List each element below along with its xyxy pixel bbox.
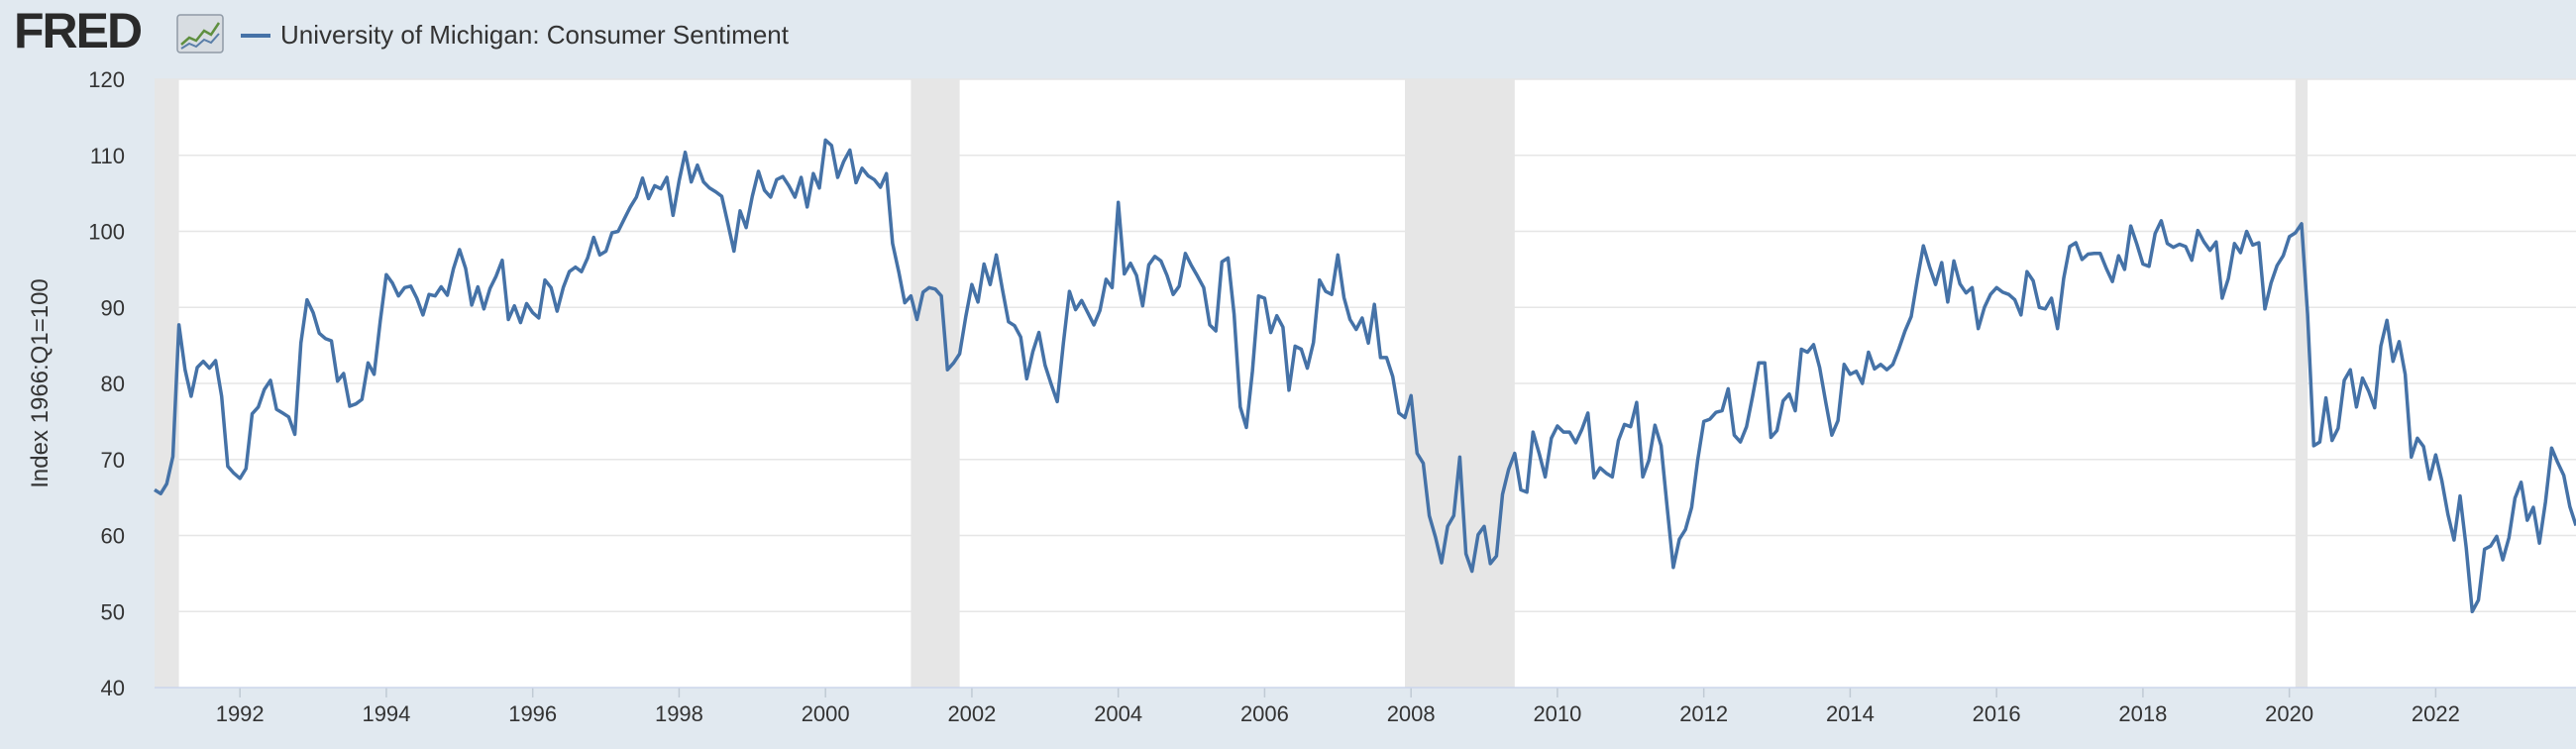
x-tick-label: 2004 [1094, 701, 1142, 726]
x-tick-label: 2008 [1387, 701, 1436, 726]
chart-header: FRED University of Michigan: Consumer Se… [0, 0, 2576, 71]
x-axis-ticks: 1992 1994 1996 1998 2000 2002 2004 2006 2008 2010… [216, 688, 2460, 726]
x-tick-label: 2002 [947, 701, 996, 726]
y-tick-label: 90 [101, 295, 125, 320]
y-tick-label: 40 [101, 676, 125, 700]
y-axis-ticks: 40 50 60 70 80 90 100 110 120 [88, 67, 125, 700]
y-tick-label: 110 [90, 144, 125, 168]
x-tick-label: 2006 [1240, 701, 1289, 726]
x-tick-label: 1994 [362, 701, 410, 726]
x-tick-label: 2020 [2265, 701, 2313, 726]
y-tick-label: 60 [101, 524, 125, 549]
y-axis-title: Index 1966:Q1=100 [27, 278, 54, 488]
legend-series-label[interactable]: University of Michigan: Consumer Sentime… [280, 20, 789, 50]
grid-lines [155, 78, 2576, 612]
x-tick-label: 2022 [2412, 701, 2460, 726]
y-tick-label: 100 [88, 220, 125, 245]
x-tick-label: 2016 [1973, 701, 2021, 726]
y-tick-label: 120 [88, 67, 125, 92]
x-tick-label: 2012 [1679, 701, 1728, 726]
series-line[interactable] [154, 138, 2576, 614]
y-tick-label: 80 [101, 372, 125, 396]
y-tick-label: 70 [101, 448, 125, 473]
fred-logo-icon [176, 14, 224, 54]
x-tick-label: 1998 [655, 701, 703, 726]
x-tick-label: 1996 [508, 701, 557, 726]
y-tick-label: 50 [101, 599, 125, 624]
x-tick-label: 1992 [216, 701, 265, 726]
x-tick-label: 2010 [1533, 701, 1581, 726]
x-tick-label: 2000 [802, 701, 850, 726]
legend-swatch [241, 34, 270, 38]
x-tick-label: 2014 [1826, 701, 1875, 726]
fred-logo[interactable]: FRED [14, 3, 143, 58]
x-tick-label: 2018 [2118, 701, 2167, 726]
